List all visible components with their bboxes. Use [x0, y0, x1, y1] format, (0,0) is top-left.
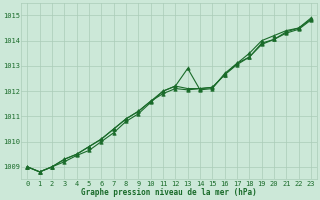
X-axis label: Graphe pression niveau de la mer (hPa): Graphe pression niveau de la mer (hPa) [81, 188, 257, 197]
